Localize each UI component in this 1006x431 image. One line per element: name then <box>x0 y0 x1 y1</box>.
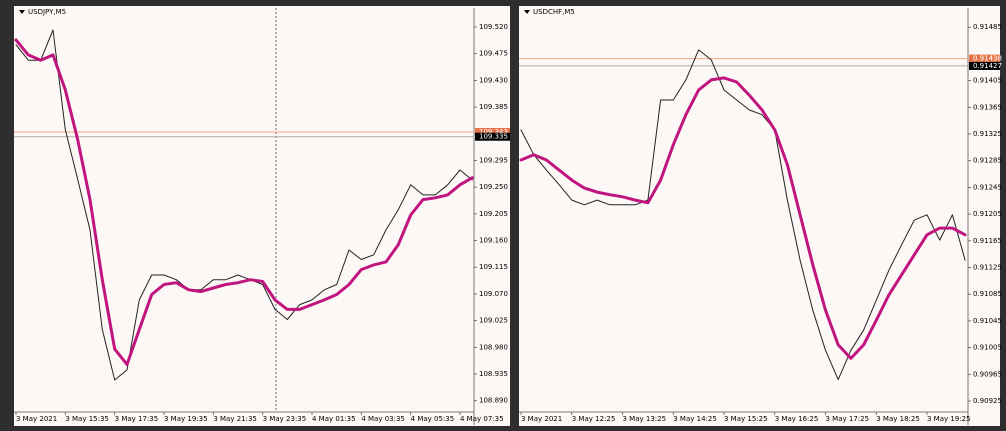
panel-right <box>519 6 1000 426</box>
y-tick-label: 109.025 <box>479 317 508 325</box>
title-arrow <box>524 10 530 14</box>
y-tick-label: 0.91285 <box>973 157 1002 165</box>
y-tick-label: 0.91365 <box>973 103 1002 111</box>
y-tick-label: 109.115 <box>479 263 508 271</box>
y-tick-label: 0.91485 <box>973 23 1002 31</box>
y-tick-label: 109.250 <box>479 183 508 191</box>
x-tick-label: 3 May 12:25 <box>572 415 616 423</box>
y-tick-label: 109.205 <box>479 210 508 218</box>
y-tick-label: 108.890 <box>479 397 508 405</box>
y-tick-label: 0.90965 <box>973 370 1002 378</box>
x-tick-label: 4 May 03:35 <box>361 415 405 423</box>
price-tag-label: 109.343 <box>479 128 508 136</box>
price-tag <box>475 132 510 141</box>
x-tick-label: 3 May 19:25 <box>927 415 971 423</box>
price-tag-label: 0.91438 <box>973 55 1002 63</box>
y-tick-label: 0.91005 <box>973 344 1002 352</box>
x-tick-label: 3 May 2021 <box>16 415 57 423</box>
y-tick-label: 0.91325 <box>973 130 1002 138</box>
y-tick-label: 109.070 <box>479 290 508 298</box>
moving-average <box>519 76 967 360</box>
price-line <box>15 29 473 381</box>
y-tick-label: 0.91085 <box>973 290 1002 298</box>
y-tick-label: 109.160 <box>479 237 508 245</box>
price-tag <box>969 54 1000 63</box>
x-tick-label: 3 May 19:35 <box>164 415 208 423</box>
title-arrow <box>19 10 25 14</box>
x-tick-label: 3 May 18:25 <box>876 415 920 423</box>
price-tag-label: 109.335 <box>479 133 508 141</box>
y-tick-label: 0.91205 <box>973 210 1002 218</box>
x-tick-label: 3 May 15:25 <box>724 415 768 423</box>
x-tick-label: 3 May 21:35 <box>213 415 257 423</box>
y-tick-label: 109.430 <box>479 76 508 84</box>
y-tick-label: 108.935 <box>479 370 508 378</box>
x-tick-label: 4 May 01:35 <box>312 415 356 423</box>
y-tick-label: 0.91245 <box>973 183 1002 191</box>
price-line <box>520 49 966 381</box>
y-tick-label: 109.520 <box>479 23 508 31</box>
x-tick-label: 3 May 13:25 <box>623 415 667 423</box>
price-tag <box>475 127 510 136</box>
y-tick-label: 0.91405 <box>973 77 1002 85</box>
x-tick-label: 3 May 15:35 <box>65 415 109 423</box>
moving-average <box>14 38 474 366</box>
x-tick-label: 3 May 16:25 <box>775 415 819 423</box>
y-tick-label: 0.91165 <box>973 237 1002 245</box>
price-tag <box>969 61 1000 70</box>
y-tick-label: 0.91125 <box>973 263 1002 271</box>
y-tick-label: 108.980 <box>479 343 508 351</box>
y-tick-label: 0.90925 <box>973 397 1002 405</box>
y-tick-label: 109.475 <box>479 50 508 58</box>
x-tick-label: 4 May 07:35 <box>460 415 504 423</box>
chart-title: USDCHF,M5 <box>533 8 575 16</box>
y-tick-label: 109.385 <box>479 103 508 111</box>
y-tick-label: 0.91045 <box>973 317 1002 325</box>
x-tick-label: 3 May 2021 <box>521 415 562 423</box>
x-tick-label: 3 May 17:25 <box>826 415 870 423</box>
x-tick-label: 3 May 23:35 <box>263 415 307 423</box>
x-tick-label: 3 May 17:35 <box>115 415 159 423</box>
panel-left <box>14 6 510 426</box>
x-tick-label: 4 May 05:35 <box>411 415 455 423</box>
y-tick-label: 109.295 <box>479 156 508 164</box>
price-tag-label: 0.91427 <box>973 62 1002 70</box>
x-tick-label: 3 May 14:25 <box>673 415 717 423</box>
chart-title: USDJPY,M5 <box>28 8 66 16</box>
